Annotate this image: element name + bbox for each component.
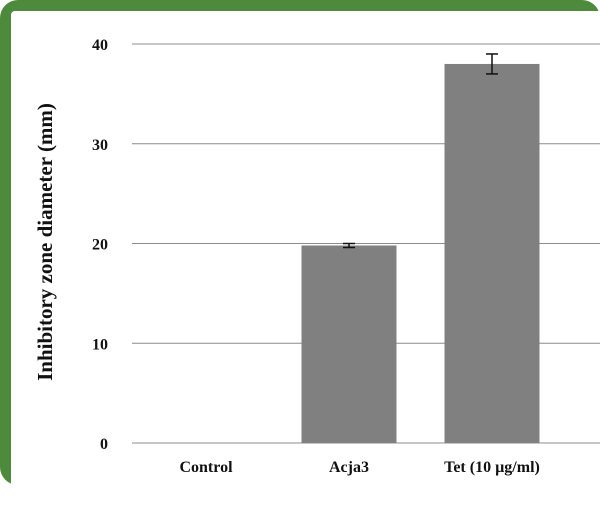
error-bar bbox=[486, 53, 498, 75]
bars bbox=[301, 63, 540, 443]
y-tick-label: 30 bbox=[92, 137, 108, 154]
y-tick-label: 40 bbox=[92, 37, 108, 54]
y-tick-label: 20 bbox=[92, 237, 108, 254]
y-tick-label: 10 bbox=[92, 336, 108, 353]
x-tick-label: Control bbox=[179, 459, 233, 476]
y-tick-labels: 0 10 20 30 40 bbox=[92, 37, 108, 453]
error-bars bbox=[343, 53, 498, 249]
y-axis-label: Inhibitory zone diameter (mm) bbox=[33, 103, 57, 381]
bar-acja3 bbox=[301, 245, 397, 443]
x-tick-label: Tet (10 µg/ml) bbox=[444, 459, 540, 476]
bar-tet-10-g-ml- bbox=[444, 63, 540, 443]
x-tick-label: Acja3 bbox=[329, 459, 369, 476]
bar-chart: 0 10 20 30 40 Control Acja3 Tet (10 µg/ml) Inh… bbox=[33, 37, 600, 476]
error-bar bbox=[343, 242, 355, 249]
y-tick-label: 0 bbox=[100, 436, 108, 453]
x-tick-labels: Control Acja3 Tet (10 µg/ml) bbox=[179, 459, 539, 476]
